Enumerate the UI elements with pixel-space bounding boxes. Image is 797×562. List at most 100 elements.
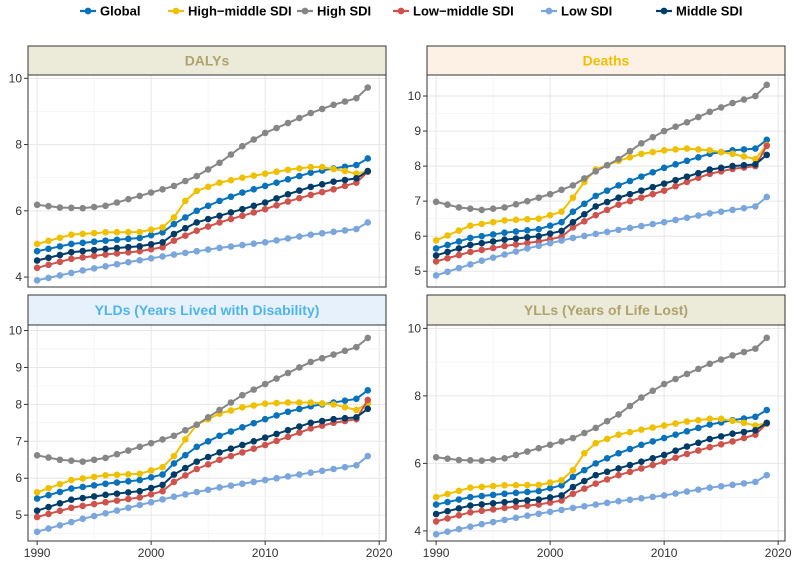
data-point-low_middle-1996 [102,498,109,506]
data-point-low-2016 [729,206,736,214]
data-point-global-2009 [649,168,657,176]
legend-item-high: High SDI [297,4,371,19]
data-point-low_middle-2017 [341,182,349,190]
data-point-low-1998 [524,512,531,519]
data-point-middle-2017 [341,176,349,184]
data-point-high-2007 [227,399,235,406]
data-point-global-2008 [638,441,645,449]
data-point-high-1998 [125,195,132,203]
data-point-middle-1999 [136,487,144,495]
data-point-high-2001 [558,438,565,445]
data-point-middle-2001 [159,238,166,246]
data-point-low_middle-1999 [136,494,144,501]
data-point-global-2011 [672,161,679,168]
data-point-global-1996 [102,480,109,488]
data-point-low-2010 [261,238,269,246]
legend-label-low: Low SDI [561,4,612,19]
data-point-high_middle-2005 [204,183,212,191]
data-point-middle-2011 [672,447,679,455]
data-point-high-2000 [546,190,554,198]
data-point-high-2016 [330,101,337,109]
data-point-low-2015 [717,482,725,490]
data-point-middle-2001 [558,227,565,235]
data-point-high_middle-1991 [444,232,451,239]
data-point-high-2015 [717,356,725,363]
data-point-low-2016 [330,228,337,236]
data-point-low-2014 [706,210,714,217]
data-point-low_middle-2005 [603,476,611,483]
data-point-global-1995 [90,238,98,246]
data-point-high-1997 [512,201,520,208]
data-point-low-2008 [638,222,645,230]
data-point-low_middle-2013 [296,194,303,202]
data-point-high_middle-1996 [501,482,508,489]
y-tick-label: 4 [15,270,22,284]
data-point-low_middle-2003 [182,232,189,239]
data-point-high_middle-1995 [90,473,98,481]
data-point-high-1994 [79,204,87,212]
data-point-middle-1995 [90,246,98,254]
data-point-high-2013 [296,114,303,122]
data-point-middle-2006 [216,449,223,456]
data-point-low-1991 [45,525,52,532]
data-point-global-1998 [125,235,132,243]
data-point-low_middle-2002 [170,237,178,244]
data-point-global-2011 [273,412,280,419]
data-point-low_middle-1996 [501,242,508,250]
data-point-global-1995 [489,491,497,499]
data-point-global-2005 [204,202,212,210]
data-point-global-2019 [763,136,771,144]
data-point-low-1997 [113,507,121,514]
data-point-low_middle-2012 [683,450,691,458]
data-point-low-2012 [683,488,691,495]
data-point-high-1992 [56,204,64,211]
data-point-middle-1999 [535,496,543,503]
data-point-high-1993 [467,205,474,212]
data-point-middle-2004 [193,219,201,226]
data-point-middle-2009 [649,455,657,462]
data-point-low_middle-2013 [695,174,702,182]
data-point-high_middle-2000 [546,479,554,486]
data-point-high-1994 [478,206,486,214]
data-point-low-1999 [136,501,144,509]
data-point-global-2001 [558,218,565,226]
series-low_middle [33,168,372,272]
series-low_middle [432,142,771,265]
data-point-high_middle-2003 [182,436,189,443]
data-point-low-2007 [227,243,235,250]
data-point-low-2001 [159,253,166,260]
data-point-global-1996 [501,490,508,498]
data-point-low-2006 [615,226,622,234]
data-point-high_middle-2011 [273,399,280,407]
data-point-high_middle-2015 [717,415,725,423]
data-point-middle-2014 [307,419,315,427]
data-point-low-2008 [239,480,246,488]
data-point-middle-2009 [250,202,258,210]
data-point-high-2013 [296,364,303,371]
data-point-low-2019 [763,193,771,201]
data-point-high-2010 [660,127,668,135]
data-point-global-2003 [581,466,588,474]
data-point-low-2018 [752,478,759,486]
data-point-high-2019 [364,334,372,342]
data-point-high-2001 [558,186,565,194]
data-point-high-2010 [261,129,269,137]
data-point-high-1997 [113,450,121,458]
data-point-high_middle-2008 [239,404,246,411]
data-point-high_middle-2018 [353,406,360,414]
panel-border [27,74,387,288]
data-point-middle-2000 [546,494,554,501]
data-point-high-2017 [341,347,349,355]
data-point-high_middle-1996 [102,229,109,236]
data-point-global-2006 [216,432,223,440]
data-point-middle-2010 [261,434,269,441]
data-point-high-2012 [683,370,691,378]
data-point-low-2004 [193,488,201,496]
data-point-high-1995 [489,456,497,463]
data-point-high-1991 [45,202,52,210]
series-middle [33,167,372,264]
data-point-high_middle-2018 [752,422,759,429]
data-point-high-2017 [341,98,349,105]
data-point-low_middle-2007 [227,452,235,460]
data-point-high_middle-2005 [603,435,611,443]
